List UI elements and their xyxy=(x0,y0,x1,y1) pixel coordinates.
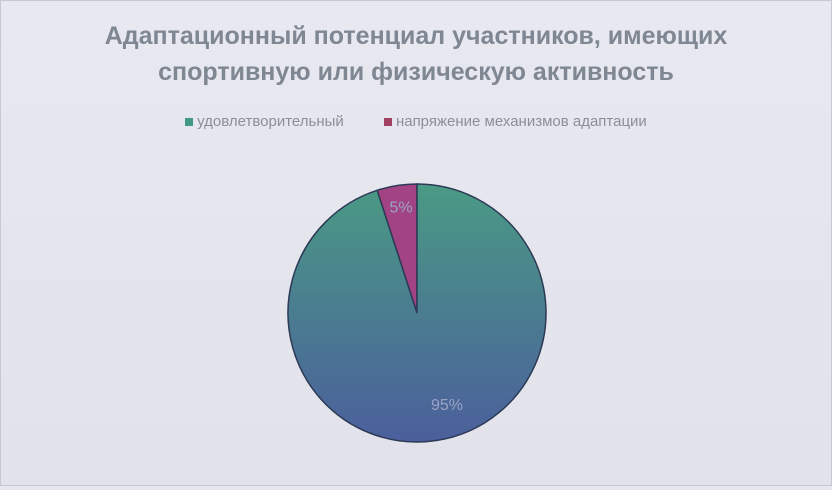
legend-item-adaptation-strain: напряжение механизмов адаптации xyxy=(383,112,647,132)
chart-legend: удовлетворительный напряжение механизмов… xyxy=(1,112,831,132)
legend-swatch-adaptation-strain xyxy=(383,118,392,126)
data-label-satisfactory: 95% xyxy=(431,397,463,414)
legend-label-adaptation-strain: напряжение механизмов адаптации xyxy=(395,113,647,130)
data-label-adaptation-strain: 5% xyxy=(389,199,412,216)
pie-slice-satisfactory xyxy=(287,183,547,443)
chart-title-line-1: Адаптационный потенциал участников, имею… xyxy=(104,22,728,50)
legend-item-satisfactory: удовлетворительный xyxy=(185,112,344,132)
chart-title-line-2: спортивную или физическую активность xyxy=(158,58,674,86)
chart-title: Адаптационный потенциал участников, имею… xyxy=(1,18,831,90)
legend-label-satisfactory: удовлетворительный xyxy=(197,113,344,130)
legend-swatch-satisfactory xyxy=(185,118,194,126)
